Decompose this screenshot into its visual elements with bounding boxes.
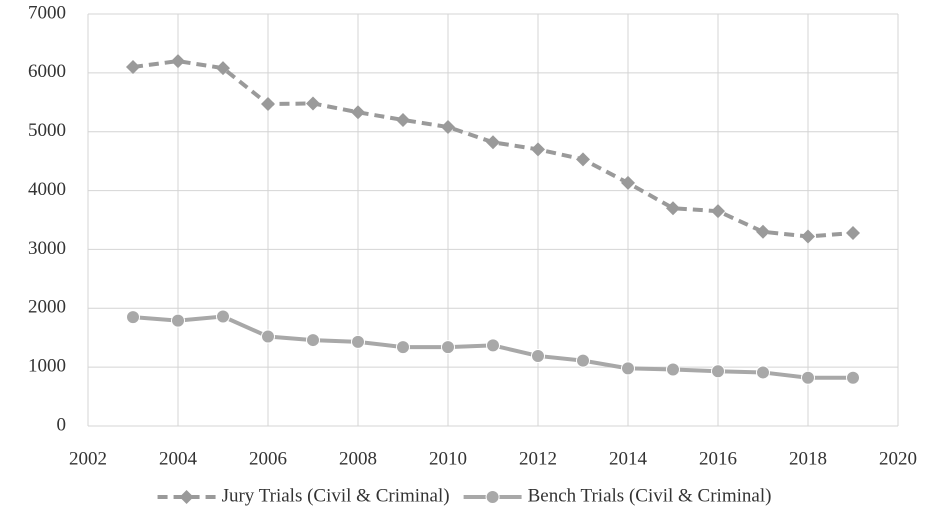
marker — [396, 112, 410, 127]
marker — [846, 225, 860, 240]
marker — [621, 175, 635, 190]
marker — [396, 340, 410, 355]
y-tick-label: 5000 — [28, 120, 66, 141]
x-tick-label: 2008 — [339, 448, 377, 469]
marker — [171, 313, 185, 328]
legend-label: Jury Trials (Civil & Criminal) — [222, 485, 450, 506]
marker — [441, 120, 455, 135]
x-tick-label: 2014 — [609, 448, 648, 469]
x-tick-label: 2004 — [159, 448, 198, 469]
marker — [846, 370, 860, 385]
marker — [306, 333, 320, 348]
y-tick-label: 1000 — [28, 356, 66, 377]
x-tick-label: 2002 — [69, 448, 107, 469]
legend-marker — [179, 490, 194, 504]
legend-label: Bench Trials (Civil & Criminal) — [528, 485, 772, 506]
marker — [261, 97, 275, 112]
marker — [621, 361, 635, 376]
marker — [171, 54, 185, 69]
marker — [216, 309, 230, 324]
marker — [261, 329, 275, 344]
y-tick-label: 3000 — [28, 238, 66, 259]
x-tick-label: 2018 — [789, 448, 827, 469]
marker — [486, 338, 500, 353]
marker — [666, 362, 680, 377]
y-tick-label: 7000 — [28, 2, 66, 23]
marker — [351, 334, 365, 349]
marker — [126, 59, 140, 74]
marker — [351, 105, 365, 120]
y-tick-label: 4000 — [28, 179, 66, 200]
marker — [711, 204, 725, 219]
marker — [216, 61, 230, 76]
x-tick-label: 2010 — [429, 448, 467, 469]
x-tick-label: 2016 — [699, 448, 737, 469]
marker — [531, 142, 545, 157]
x-tick-label: 2012 — [519, 448, 557, 469]
marker — [801, 370, 815, 385]
marker — [306, 96, 320, 111]
marker — [711, 364, 725, 379]
y-tick-label: 2000 — [28, 297, 66, 318]
marker — [756, 224, 770, 239]
y-tick-label: 6000 — [28, 61, 66, 82]
marker — [126, 310, 140, 325]
series-line — [132, 59, 854, 239]
y-tick-label: 0 — [57, 414, 67, 435]
marker — [756, 365, 770, 380]
x-tick-label: 2006 — [249, 448, 287, 469]
marker — [531, 348, 545, 363]
marker — [441, 340, 455, 355]
marker — [666, 201, 680, 216]
marker — [486, 135, 500, 150]
marker — [576, 353, 590, 368]
legend-marker — [485, 490, 500, 504]
legend: Jury Trials (Civil & Criminal) Bench Tria… — [157, 485, 772, 506]
x-tick-label: 2020 — [879, 448, 917, 469]
marker — [576, 152, 590, 167]
marker — [801, 229, 815, 244]
